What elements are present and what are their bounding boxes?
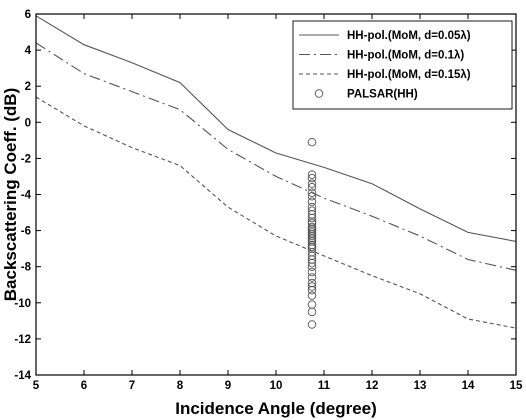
x-tick-label: 8 [177, 380, 184, 392]
palsar-point [307, 291, 317, 300]
x-tick-label: 11 [318, 380, 331, 392]
y-tick-label: 0 [25, 117, 31, 129]
palsar-point [307, 262, 317, 271]
palsar-point [307, 188, 317, 197]
palsar-point [307, 192, 317, 201]
x-tick-label: 7 [129, 380, 135, 392]
y-tick-label: -12 [14, 334, 31, 346]
legend-label: PALSAR(HH) [347, 89, 418, 101]
plot-area [35, 15, 517, 329]
legend-label: HH-pol.(MoM, d=0.1λ) [347, 50, 464, 62]
x-tick-label: 5 [33, 380, 40, 392]
y-axis-title: Backscattering Coeff. (dB) [1, 88, 20, 301]
palsar-point [307, 258, 317, 268]
y-tick-label: -10 [14, 298, 31, 310]
y-tick-label: -8 [21, 262, 32, 274]
palsar-point [307, 273, 317, 282]
palsar-point [307, 137, 317, 147]
palsar-point [307, 307, 317, 317]
palsar-point [307, 282, 317, 291]
series-line-d01 [35, 42, 517, 271]
legend-label: HH-pol.(MoM, d=0.15λ) [347, 69, 471, 81]
x-tick-label: 9 [225, 380, 231, 392]
x-tick-label: 6 [81, 380, 87, 392]
palsar-point [307, 174, 317, 183]
y-tick-label: 2 [25, 81, 31, 93]
y-tick-label: 4 [25, 45, 32, 57]
y-tick-label: -4 [21, 190, 32, 202]
y-tick-label: -14 [14, 370, 31, 382]
x-axis-title: Incidence Angle (degree) [175, 399, 377, 418]
legend-label: HH-pol.(MoM, d=0.05λ) [347, 30, 471, 42]
y-tick-label: -2 [21, 153, 31, 165]
series-line-d005 [35, 15, 517, 242]
y-tick-label: -6 [21, 226, 31, 238]
y-tick-label: 6 [25, 9, 31, 21]
x-tick-label: 15 [510, 380, 523, 392]
legend-box [292, 20, 513, 110]
palsar-point [307, 285, 317, 295]
x-tick-label: 12 [366, 380, 379, 392]
palsar-point [307, 197, 317, 206]
series-line-d015 [35, 96, 517, 329]
palsar-point [307, 267, 317, 277]
palsar-point [307, 170, 317, 179]
legend-marker-palsar [314, 89, 324, 98]
x-tick-label: 13 [414, 380, 427, 392]
palsar-point [307, 213, 317, 223]
axis-ticks: 5 6 7 8 9 10 11 12 13 14 15 -14 -12 -10 -8 -6 -4 -2 0 2 4 6 [14, 9, 523, 392]
x-tick-label: 14 [462, 380, 475, 392]
x-tick-label: 10 [270, 380, 283, 392]
palsar-point [307, 320, 317, 329]
palsar-point [307, 179, 317, 188]
palsar-point [307, 183, 317, 192]
legend: HH-pol.(MoM, d=0.05λ) HH-pol.(MoM, d=0.1λ… [292, 20, 513, 110]
